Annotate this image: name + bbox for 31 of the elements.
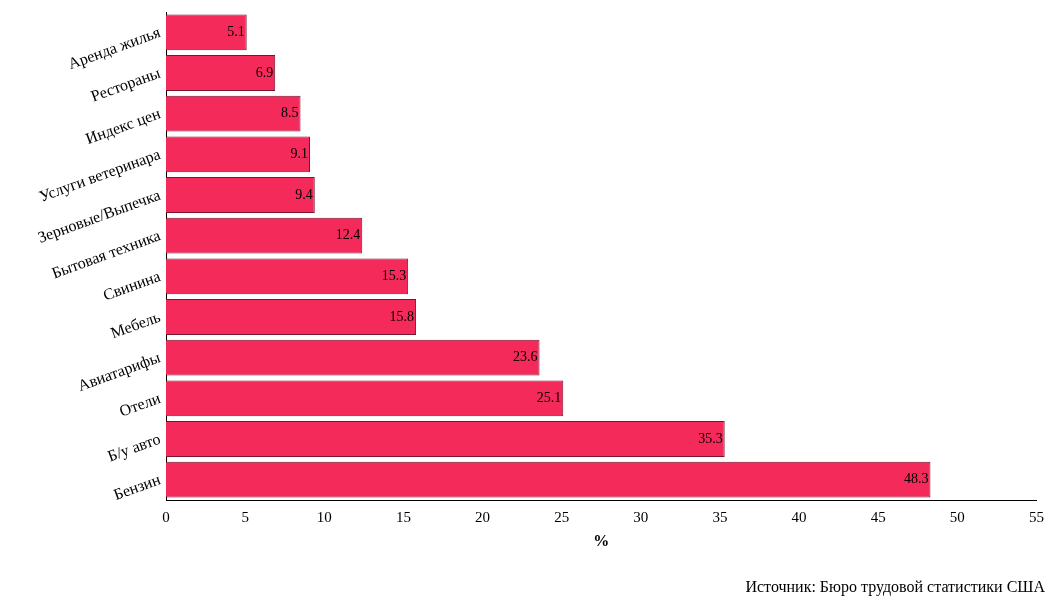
data-label: 6.9 <box>255 64 274 80</box>
data-label: 5.1 <box>227 24 245 40</box>
x-tick-label: 35 <box>712 508 728 525</box>
data-label: 12.4 <box>335 227 361 243</box>
data-label: 23.6 <box>513 349 538 365</box>
text: Источник: Бюро трудовой статистики США <box>745 578 1046 597</box>
x-tick-label: 30 <box>633 508 649 525</box>
data-label: 9.1 <box>290 146 309 162</box>
y-tick-label: Мебель <box>108 307 163 342</box>
x-tick-label: 25 <box>554 508 570 525</box>
y-tick-label: Отели <box>116 388 163 420</box>
x-tick-label: 10 <box>316 508 332 525</box>
y-tick-label: Бензин <box>111 470 163 503</box>
y-tick-label: Индекс цен <box>83 104 164 149</box>
x-tick-label: 50 <box>949 508 965 525</box>
data-label: 15.8 <box>389 308 415 324</box>
x-tick-label: 15 <box>395 508 411 525</box>
data-label: 15.3 <box>381 268 407 284</box>
x-tick-label: 40 <box>791 508 807 525</box>
data-label: 9.4 <box>295 186 313 202</box>
y-tick-label: Б/у авто <box>105 429 163 466</box>
data-label: 25.1 <box>536 390 562 406</box>
data-label: 35.3 <box>698 430 723 446</box>
data-label: 8.5 <box>281 105 299 121</box>
data-label: 48.3 <box>903 471 929 487</box>
x-tick-label: 45 <box>870 508 886 525</box>
x-tick-label: 55 <box>1029 508 1044 525</box>
x-tick-label: 20 <box>475 508 491 525</box>
x-axis-title: % <box>593 532 610 550</box>
x-tick-label: 0 <box>162 508 170 525</box>
x-tick-label: 5 <box>241 508 249 525</box>
